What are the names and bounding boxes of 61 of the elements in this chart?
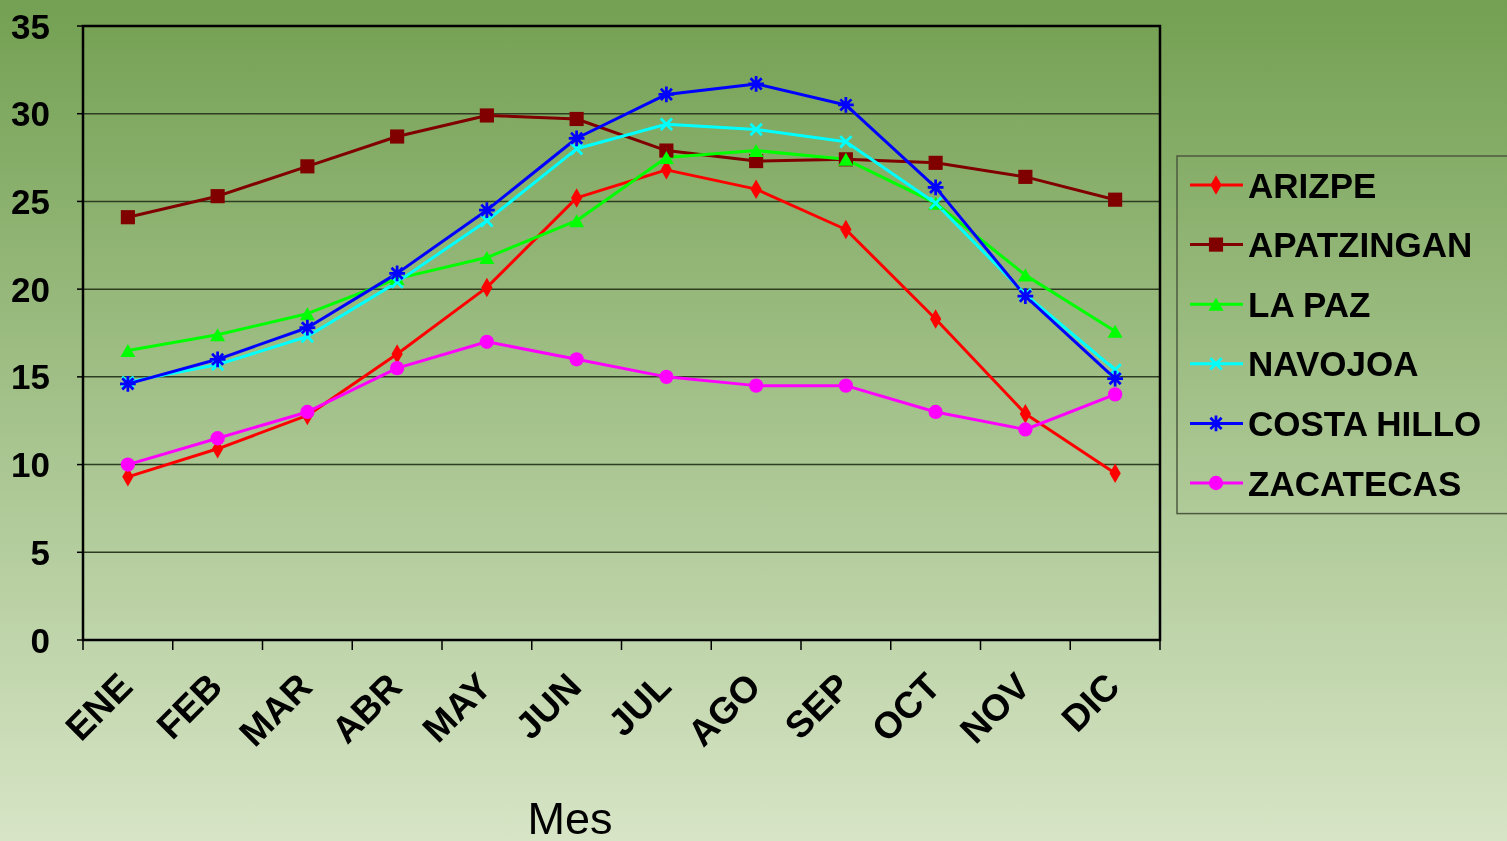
legend-label: ARIZPE xyxy=(1248,165,1377,205)
point xyxy=(479,108,494,123)
legend-label: ZACATECAS xyxy=(1248,463,1462,503)
point xyxy=(658,151,674,165)
point xyxy=(748,378,764,393)
point xyxy=(838,378,854,393)
point xyxy=(1108,192,1123,207)
point xyxy=(1107,387,1123,402)
legend-label: APATZINGAN xyxy=(1248,225,1473,265)
x-tick-label: DIC xyxy=(1053,665,1128,740)
point xyxy=(568,130,585,147)
point xyxy=(928,404,943,420)
point xyxy=(1017,268,1033,282)
y-tick-label: 30 xyxy=(11,94,50,134)
point xyxy=(1018,422,1033,437)
x-axis-title: Mes xyxy=(527,793,613,841)
point xyxy=(210,328,226,342)
point xyxy=(569,214,585,228)
point xyxy=(210,189,225,204)
point xyxy=(209,351,226,368)
point xyxy=(479,251,495,265)
point xyxy=(120,344,136,358)
legend-label: COSTA HILLO xyxy=(1248,403,1482,443)
point xyxy=(839,135,853,149)
point xyxy=(120,457,136,472)
point xyxy=(659,117,674,131)
x-tick-label: JUL xyxy=(600,665,679,744)
point xyxy=(1018,169,1033,184)
point xyxy=(389,360,405,376)
y-tick-label: 25 xyxy=(11,181,50,221)
point xyxy=(658,86,675,103)
legend-label: NAVOJOA xyxy=(1248,344,1419,384)
y-tick-label: 15 xyxy=(11,357,50,397)
y-tick-label: 35 xyxy=(11,6,50,46)
point xyxy=(479,334,495,349)
point xyxy=(749,122,763,137)
point xyxy=(389,265,406,282)
point xyxy=(927,179,944,196)
point xyxy=(300,159,315,174)
point xyxy=(748,144,764,158)
point xyxy=(479,202,495,219)
y-tick-label: 10 xyxy=(11,445,50,485)
point xyxy=(748,76,765,92)
y-tick-label: 5 xyxy=(30,532,50,572)
point xyxy=(210,431,225,446)
point xyxy=(299,319,316,336)
point xyxy=(928,155,943,170)
point xyxy=(659,369,674,384)
y-tick-label: 0 xyxy=(30,620,50,660)
point xyxy=(1107,324,1123,338)
point xyxy=(299,307,315,321)
point xyxy=(838,97,854,113)
point xyxy=(120,210,135,225)
legend-label: LA PAZ xyxy=(1248,284,1371,324)
point xyxy=(300,404,315,420)
point xyxy=(569,111,584,127)
point xyxy=(569,352,584,367)
point xyxy=(390,129,405,144)
point xyxy=(569,142,584,156)
y-tick-label: 20 xyxy=(11,269,50,309)
point xyxy=(1107,370,1124,387)
